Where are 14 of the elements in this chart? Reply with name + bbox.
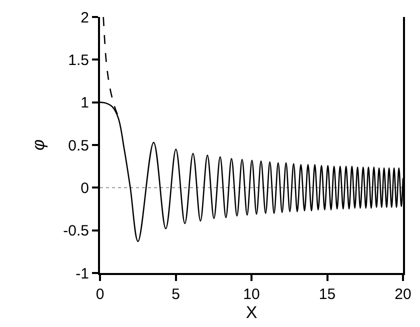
y-tick-label: 0 [80, 180, 89, 197]
x-tick-label: 20 [394, 286, 412, 303]
y-tick-label: 1 [80, 94, 89, 112]
x-tick-label: 15 [318, 286, 336, 303]
y-tick-label: 2 [80, 9, 89, 26]
x-tick-label: 0 [96, 286, 104, 303]
y-tick-label: -1 [76, 265, 89, 282]
x-tick-label: 5 [172, 286, 180, 303]
y-tick-label: 0.5 [68, 137, 89, 154]
y-tick-label: -0.5 [63, 222, 89, 240]
x-tick-label: 10 [243, 286, 260, 303]
y-tick-label: 1.5 [68, 52, 89, 69]
x-axis-title: X [246, 303, 258, 322]
y-axis-title: φ [29, 139, 48, 151]
